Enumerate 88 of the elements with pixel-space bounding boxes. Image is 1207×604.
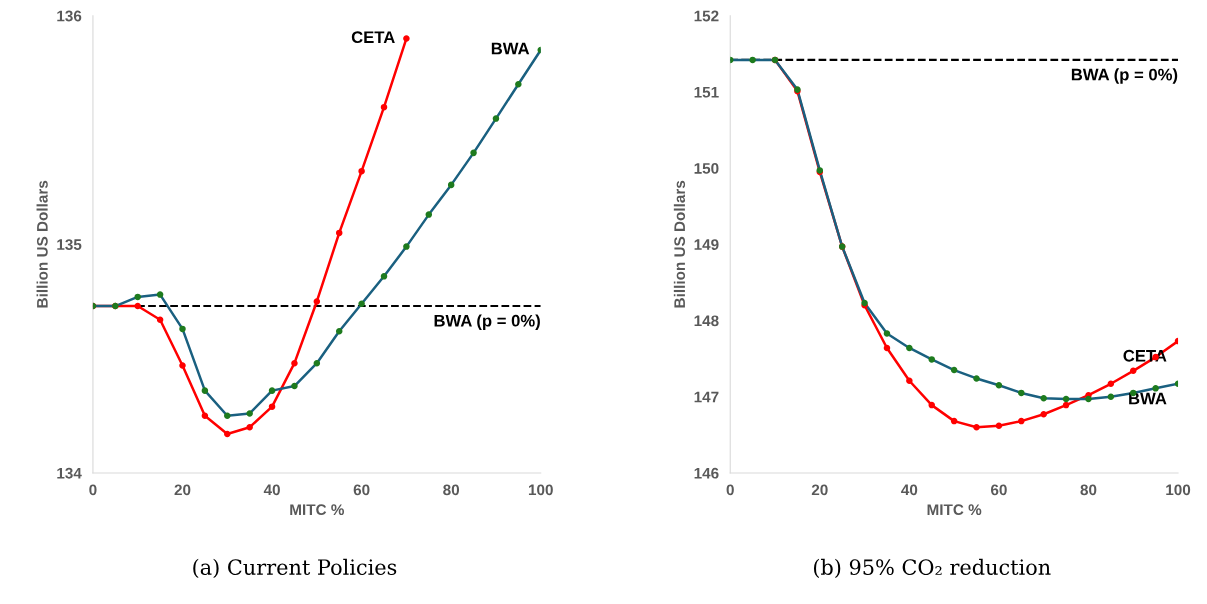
point	[201, 412, 209, 420]
y-axis-title: Billion US Dollars	[673, 180, 686, 308]
x-tick-label: 20	[811, 484, 828, 496]
point	[1107, 380, 1115, 388]
point	[447, 181, 455, 189]
x-axis-title: MITC %	[290, 504, 345, 516]
x-tick-label: 0	[726, 484, 734, 496]
point	[906, 344, 913, 352]
point	[883, 344, 891, 352]
point	[1107, 393, 1115, 400]
point	[179, 325, 186, 333]
y-axis-title: Billion US Dollars	[36, 180, 48, 308]
y-tick-label: 151	[694, 86, 719, 98]
point	[291, 382, 298, 390]
point	[492, 115, 500, 122]
x-tick-label: 20	[174, 484, 191, 496]
point	[179, 362, 186, 369]
point	[1040, 394, 1047, 402]
point	[1152, 385, 1159, 392]
point	[928, 401, 935, 409]
y-tick-label: 149	[694, 239, 719, 250]
point	[335, 229, 343, 237]
point	[268, 387, 276, 394]
point	[470, 149, 477, 157]
point	[1062, 401, 1070, 409]
point	[1018, 389, 1025, 397]
point	[1085, 395, 1092, 403]
x-tick-label: 60	[353, 484, 370, 496]
text: (a) Current Policies	[193, 558, 397, 578]
series-label: BWA (p = 0%)	[434, 314, 540, 330]
point	[749, 56, 756, 64]
x-tick-label: 80	[1080, 484, 1097, 496]
point	[906, 377, 913, 384]
point	[995, 382, 1003, 389]
point	[425, 211, 433, 218]
point	[515, 81, 522, 88]
y-tick-label: 136	[57, 10, 82, 22]
series-label: BWA	[1129, 392, 1167, 405]
x-tick-label: 100	[1166, 484, 1191, 496]
series-label: CETA	[351, 31, 395, 44]
x-tick-label: 40	[263, 484, 280, 496]
point	[201, 387, 209, 394]
y-tick-label: 135	[57, 239, 82, 251]
point	[156, 316, 164, 324]
y-tick-label: 148	[694, 315, 719, 327]
point	[1018, 417, 1025, 425]
point	[928, 356, 935, 363]
point	[950, 366, 958, 374]
point	[246, 423, 253, 431]
point	[268, 403, 276, 410]
point	[883, 330, 891, 337]
x-tick-label: 80	[443, 484, 460, 496]
x-axis-title: MITC %	[927, 504, 982, 516]
point	[246, 410, 253, 417]
point	[950, 417, 958, 425]
text: (b) 95% CO₂ reduction	[813, 558, 1051, 578]
point	[380, 273, 388, 280]
point	[380, 103, 388, 111]
y-tick-label: 134	[57, 467, 82, 479]
point	[1130, 367, 1137, 375]
point	[224, 412, 231, 420]
point	[973, 423, 980, 431]
x-tick-label: 60	[990, 484, 1007, 496]
point	[1040, 411, 1047, 418]
point	[134, 293, 141, 301]
point	[224, 430, 231, 438]
y-tick-label: 152	[694, 10, 719, 22]
point	[313, 359, 321, 367]
point	[995, 422, 1003, 429]
x-tick-label: 0	[89, 484, 97, 496]
point	[403, 35, 410, 42]
y-tick-label: 147	[694, 391, 719, 403]
point	[403, 243, 410, 250]
point	[291, 359, 298, 367]
x-tick-label: 100	[528, 484, 553, 496]
point	[1062, 395, 1070, 403]
y-tick-label: 150	[694, 162, 719, 174]
point	[156, 291, 164, 298]
point	[134, 302, 141, 310]
y-tick-label: 146	[694, 467, 719, 479]
point	[973, 375, 980, 382]
series-label: BWA (p = 0%)	[1071, 68, 1178, 84]
x-tick-label: 40	[901, 484, 918, 496]
point	[335, 327, 343, 335]
point	[313, 298, 321, 305]
series-label: BWA	[491, 42, 530, 55]
point	[358, 300, 365, 308]
point	[358, 167, 365, 175]
